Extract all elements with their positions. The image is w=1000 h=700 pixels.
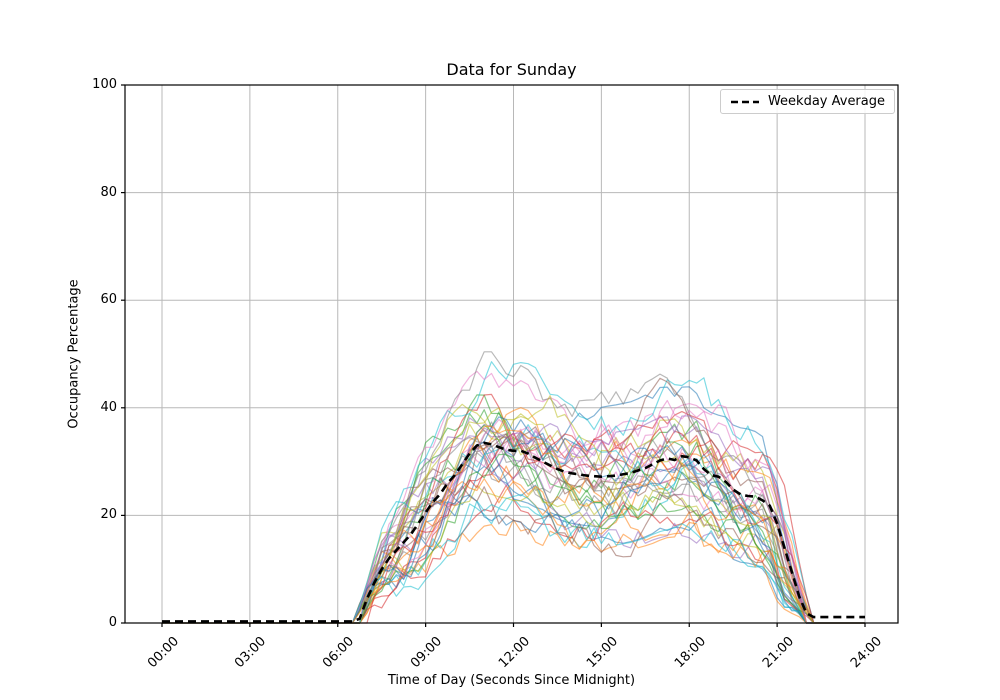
- chart-title: Data for Sunday: [446, 60, 577, 79]
- x-axis-label: Time of Day (Seconds Since Midnight): [387, 673, 636, 688]
- y-tick-label: 40: [100, 399, 117, 415]
- y-tick-label: 100: [92, 77, 117, 92]
- y-tick-label: 60: [100, 292, 117, 308]
- y-tick-label: 0: [108, 615, 117, 630]
- plot-spines: [124, 84, 899, 624]
- y-tick-label: 80: [100, 184, 117, 200]
- legend-dashed-line-icon: [730, 100, 759, 103]
- grid-lines: [125, 84, 898, 624]
- legend: Weekday Average: [719, 89, 895, 114]
- individual-day-lines: [162, 351, 865, 624]
- legend-label: Weekday Average: [767, 94, 885, 109]
- weekday-average-line: [162, 441, 865, 623]
- y-tick-label: 20: [100, 507, 117, 523]
- tick-marks: [121, 84, 866, 627]
